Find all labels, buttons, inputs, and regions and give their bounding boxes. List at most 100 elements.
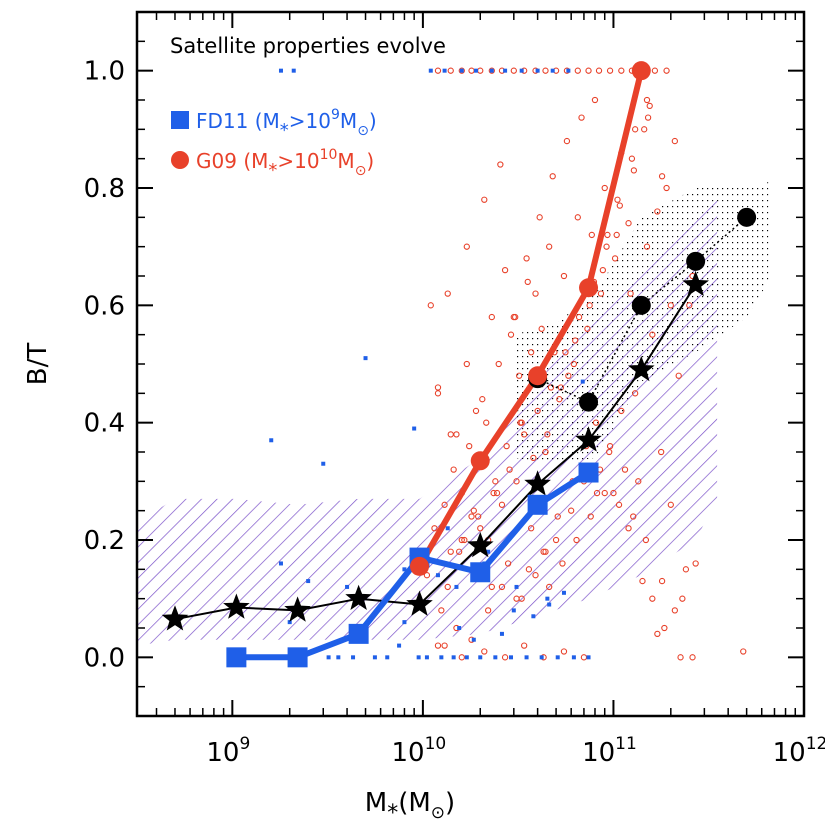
fd11-galaxy-point — [580, 379, 585, 384]
g09-galaxy-point — [599, 266, 607, 274]
g09-galaxy-point — [492, 478, 499, 485]
g09-galaxy-point — [600, 0, 605, 3]
g09-galaxy-point — [434, 390, 442, 397]
legend-series-name: G09 — [196, 149, 243, 173]
g09-galaxy-point — [497, 161, 504, 168]
fd11-galaxy-point — [278, 68, 283, 73]
g09-galaxy-point — [574, 67, 581, 74]
g09-galaxy-point — [572, 337, 579, 344]
model-circle-marker — [737, 207, 757, 227]
g09-galaxy-point — [528, 525, 535, 532]
legend-exponent: 9 — [331, 107, 340, 123]
g09-galaxy-point — [490, 489, 497, 497]
g09-galaxy-point — [667, 302, 674, 309]
g09-galaxy-point — [632, 126, 639, 133]
g09-galaxy-point — [542, 67, 549, 74]
g09-galaxy-point — [619, 0, 624, 3]
model-star-marker — [524, 470, 551, 496]
g09-galaxy-point — [646, 102, 653, 110]
g09-galaxy-point — [458, 654, 465, 661]
g09-galaxy-point — [423, 572, 431, 579]
fd11-galaxy-point — [531, 614, 536, 619]
g09-galaxy-point — [675, 372, 682, 379]
fd11-galaxy-point — [566, 68, 571, 73]
fd11-galaxy-point — [424, 655, 429, 660]
x-tick-label: 1011 — [582, 734, 637, 768]
fd11-square-marker — [527, 494, 548, 515]
g09-galaxy-point — [472, 407, 480, 415]
model-star-marker — [406, 590, 433, 616]
g09-galaxy-point — [671, 137, 678, 145]
g09-galaxy-point — [549, 173, 556, 180]
g09-galaxy-point — [468, 513, 475, 520]
g09-galaxy-point — [584, 325, 591, 332]
g09-galaxy-point — [679, 595, 686, 602]
g09-galaxy-point — [461, 536, 468, 544]
x-tick-label-base: 10 — [392, 738, 425, 768]
fd11-galaxy-point — [336, 655, 341, 660]
model-star-marker — [223, 593, 250, 619]
fd11-galaxy-point — [535, 68, 540, 73]
fd11-galaxy-point — [545, 596, 550, 601]
model-circle-marker — [686, 251, 706, 271]
fd11-galaxy-point — [550, 68, 555, 73]
g09-galaxy-point — [606, 67, 614, 74]
x-tick-label-exponent: 11 — [615, 734, 637, 754]
g09-galaxy-point — [632, 390, 639, 397]
fd11-galaxy-point — [586, 655, 591, 660]
g09-galaxy-point — [671, 607, 678, 614]
model-circle-marker — [579, 392, 599, 412]
g09-galaxy-point — [618, 67, 625, 74]
fd11-galaxy-point — [486, 549, 491, 554]
g09-galaxy-point — [574, 214, 581, 221]
legend-fd11-label: FD11 (M*>109M⊙) — [196, 107, 377, 141]
g09-galaxy-point — [507, 331, 515, 338]
g09-galaxy-point — [642, 536, 650, 544]
g09-galaxy-point — [618, 407, 625, 415]
g09-galaxy-point — [542, 548, 549, 555]
y-tick-label: 0.2 — [84, 526, 125, 556]
fd11-galaxy-point — [499, 631, 504, 636]
g09-galaxy-point — [488, 313, 495, 321]
g09-galaxy-point — [458, 67, 465, 74]
fd11-galaxy-point — [402, 567, 407, 572]
fd11-galaxy-point — [454, 584, 459, 589]
legend-unit: M — [340, 109, 357, 133]
fd11-galaxy-point — [514, 584, 519, 589]
fd11-galaxy-point — [509, 655, 514, 660]
g09-galaxy-point — [515, 372, 523, 379]
fd11-galaxy-point — [402, 620, 407, 625]
g09-galaxy-point — [466, 442, 473, 450]
g09-galaxy-point — [506, 466, 513, 473]
legend-fd11-marker — [171, 111, 189, 129]
g09-galaxy-point — [470, 507, 477, 514]
g09-galaxy-point — [521, 642, 528, 649]
g09-galaxy-point — [570, 360, 578, 368]
legend-close: ) — [369, 109, 377, 133]
y-axis-label: B/T — [23, 343, 53, 386]
g09-galaxy-point — [427, 302, 434, 309]
g09-galaxy-point — [521, 431, 528, 438]
g09-galaxy-point — [593, 489, 601, 497]
g09-galaxy-point — [540, 548, 547, 555]
x-axis-label-sub: * — [387, 801, 398, 822]
g09-galaxy-point — [568, 507, 575, 514]
fd11-galaxy-point — [385, 655, 390, 660]
g09-galaxy-point — [524, 278, 531, 286]
fd11-galaxy-point — [493, 655, 498, 660]
y-tick-label: 1.0 — [84, 57, 125, 87]
fd11-galaxy-point — [571, 655, 576, 660]
fd11-galaxy-point — [372, 655, 377, 660]
g09-galaxy-point — [556, 396, 563, 403]
g09-galaxy-point — [434, 642, 442, 649]
g09-galaxy-point — [628, 155, 636, 162]
g09-galaxy-point — [611, 255, 619, 262]
fd11-galaxy-point — [489, 68, 494, 73]
g09-galaxy-point — [493, 489, 501, 497]
g09-galaxy-point — [606, 442, 614, 450]
g09-galaxy-point — [544, 431, 551, 438]
fd11-galaxy-point — [351, 655, 356, 660]
fd11-galaxy-point — [345, 584, 350, 589]
fd11-galaxy-point — [291, 68, 296, 73]
fd11-galaxy-point — [269, 438, 274, 443]
